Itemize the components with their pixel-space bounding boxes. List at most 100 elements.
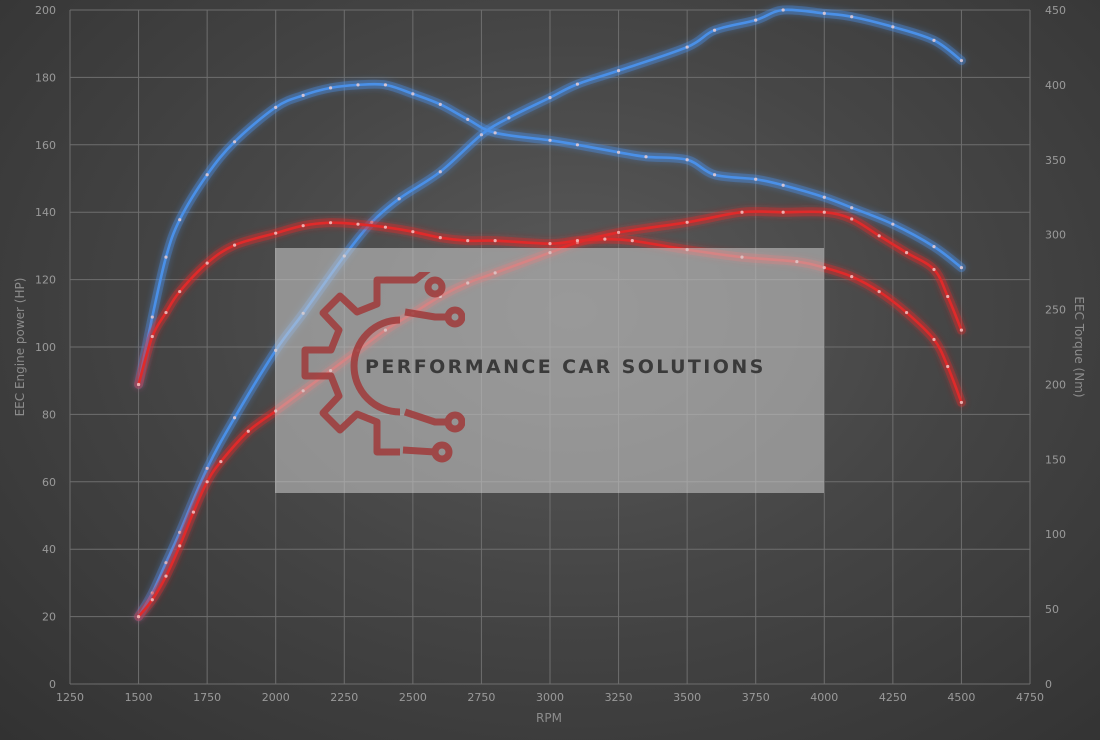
data-point — [575, 239, 580, 243]
watermark-box: PERFORMANCE CAR SOLUTIONS — [275, 248, 824, 493]
y-tick-label-left: 140 — [35, 206, 56, 219]
x-axis-title: RPM — [536, 711, 562, 725]
data-point — [781, 183, 785, 187]
data-point — [548, 242, 552, 246]
series-2 — [134, 79, 966, 389]
series-line — [137, 82, 963, 386]
data-point — [932, 267, 936, 272]
data-point — [932, 245, 936, 249]
data-point — [191, 510, 196, 514]
data-point — [232, 416, 237, 420]
data-point — [466, 239, 470, 243]
x-tick-label: 1500 — [125, 691, 153, 704]
data-point — [205, 480, 209, 484]
data-point — [328, 221, 333, 225]
data-point — [205, 466, 209, 470]
y-tick-label-left: 60 — [42, 476, 56, 489]
data-point — [548, 96, 552, 100]
series-line — [137, 8, 963, 618]
y-tick-label-right: 200 — [1045, 378, 1066, 391]
data-point — [383, 83, 388, 87]
x-tick-label: 4500 — [947, 691, 975, 704]
data-point — [219, 459, 223, 464]
data-point — [685, 220, 689, 224]
y-tick-label-left: 80 — [42, 408, 56, 421]
data-point — [891, 222, 895, 226]
y-axis-title-right: EEC Torque (Nm) — [1072, 296, 1086, 397]
y-tick-label-left: 0 — [49, 678, 56, 691]
x-tick-label: 4000 — [810, 691, 838, 704]
data-point — [274, 231, 278, 235]
data-point — [904, 310, 909, 315]
data-point — [246, 429, 250, 433]
data-point — [575, 143, 580, 147]
data-point — [616, 69, 621, 73]
data-point — [781, 210, 785, 214]
data-point — [904, 251, 909, 255]
x-tick-label: 2000 — [262, 691, 290, 704]
data-point — [164, 310, 168, 315]
data-point — [150, 598, 154, 602]
x-tick-label: 2250 — [330, 691, 358, 704]
data-point — [959, 266, 964, 270]
x-tick-label: 2500 — [399, 691, 427, 704]
x-tick-label: 3500 — [673, 691, 701, 704]
data-point — [891, 25, 895, 29]
data-point — [932, 38, 936, 42]
x-tick-label: 1250 — [56, 691, 84, 704]
series-3 — [134, 218, 966, 407]
y-tick-label-right: 400 — [1045, 79, 1066, 92]
data-point — [685, 158, 689, 162]
y-tick-label-right: 250 — [1045, 304, 1066, 317]
data-point — [438, 170, 442, 174]
y-tick-label-right: 0 — [1045, 678, 1052, 691]
x-tick-label: 2750 — [467, 691, 495, 704]
y-tick-label-right: 450 — [1045, 4, 1066, 17]
data-point — [411, 92, 415, 96]
data-point — [232, 140, 237, 144]
y-tick-label-right: 350 — [1045, 154, 1066, 167]
data-point — [136, 382, 141, 387]
data-point — [685, 45, 689, 49]
data-point — [740, 210, 744, 214]
y-tick-label-left: 20 — [42, 611, 56, 624]
data-point — [959, 58, 964, 63]
x-tick-label: 4750 — [1016, 691, 1044, 704]
data-point — [411, 230, 415, 234]
data-point — [356, 83, 360, 87]
data-point — [712, 28, 717, 32]
data-point — [164, 561, 168, 565]
data-point — [822, 11, 826, 15]
gear-circuit-logo-icon — [301, 272, 465, 463]
data-point — [479, 133, 484, 137]
data-point — [932, 337, 936, 342]
y-tick-label-left: 120 — [35, 274, 56, 287]
y-tick-label-right: 50 — [1045, 603, 1059, 616]
y-tick-label-left: 160 — [35, 139, 56, 152]
data-point — [493, 131, 497, 135]
data-point — [274, 105, 278, 109]
x-tick-label: 3250 — [605, 691, 633, 704]
data-point — [178, 544, 182, 548]
y-tick-label-right: 100 — [1045, 528, 1066, 541]
data-point — [946, 294, 950, 299]
data-point — [616, 230, 621, 235]
data-point — [150, 334, 154, 339]
data-point — [301, 93, 305, 97]
data-point — [205, 261, 209, 265]
data-point — [328, 86, 333, 90]
axis-ticks: 1250 1500 1750 2000 2250 2500 2750 3000 3250 3500… — [35, 4, 1066, 704]
data-point — [356, 222, 360, 226]
data-point — [507, 116, 511, 120]
data-point — [548, 138, 552, 142]
data-point — [164, 574, 168, 578]
data-point — [205, 173, 209, 177]
y-tick-label-left: 180 — [35, 71, 56, 84]
data-point — [397, 197, 401, 201]
data-point — [850, 275, 854, 279]
x-tick-label: 4250 — [879, 691, 907, 704]
y-tick-label-left: 40 — [42, 543, 56, 556]
data-point — [383, 225, 388, 229]
data-point — [438, 236, 442, 240]
data-point — [232, 243, 237, 247]
